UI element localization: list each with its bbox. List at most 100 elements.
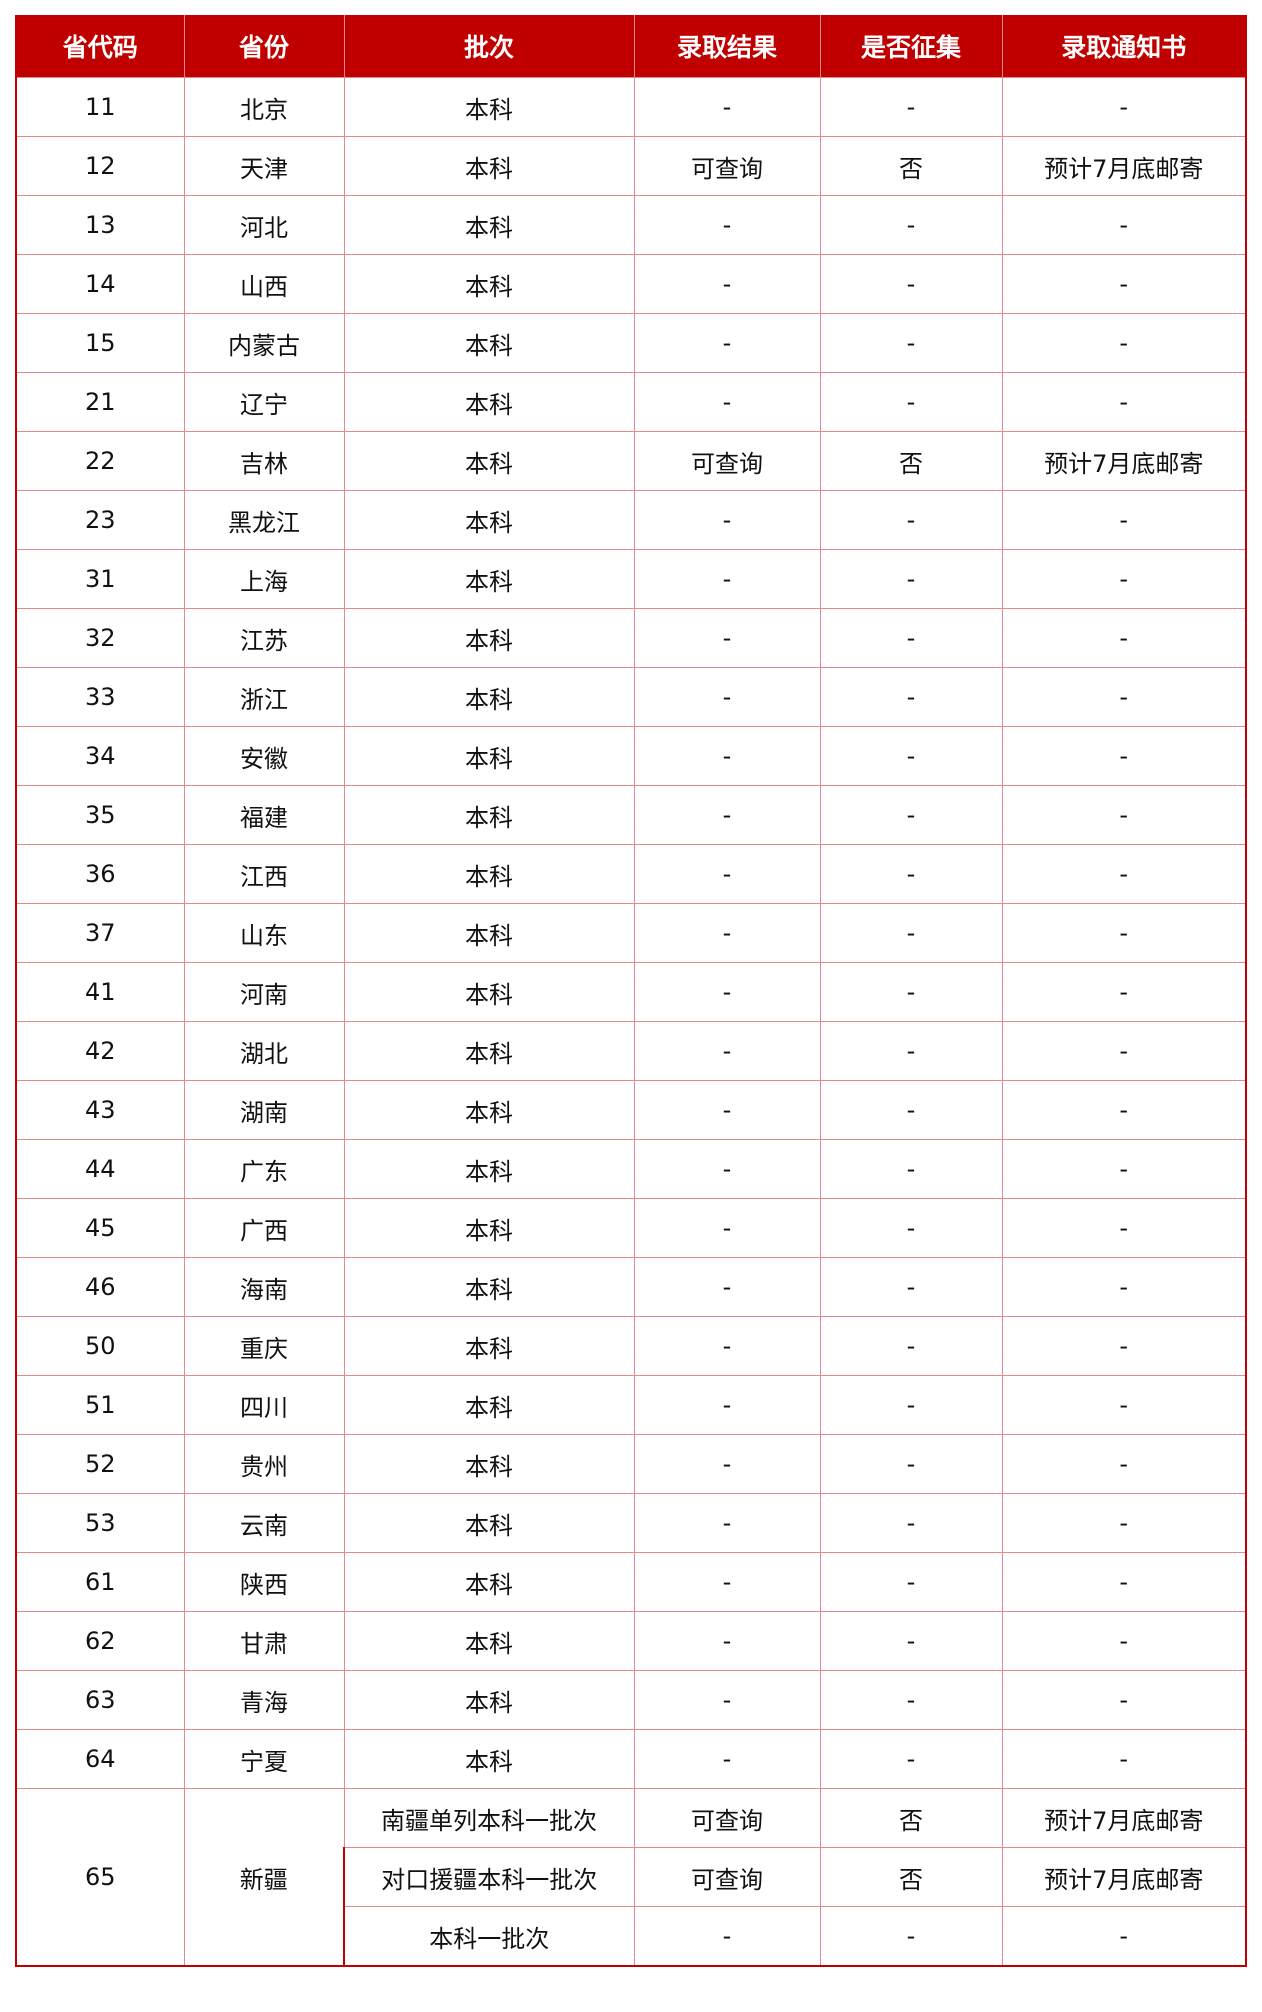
cell-batch: 本科 (343, 136, 635, 196)
cell-admission-result: - (633, 1375, 821, 1435)
cell-batch: 本科 (343, 372, 635, 432)
cell-province-code: 37 (15, 903, 185, 963)
cell-admission-result: - (633, 372, 821, 432)
cell-admission-letter: - (1001, 1729, 1247, 1789)
cell-supplementary: - (819, 549, 1003, 609)
cell-province: 宁夏 (183, 1729, 345, 1789)
cell-batch: 本科 (343, 726, 635, 786)
cell-province: 四川 (183, 1375, 345, 1435)
cell-batch: 南疆单列本科一批次 (343, 1788, 635, 1848)
cell-supplementary: - (819, 1611, 1003, 1671)
table-row: 51 四川 本科 - - - (15, 1375, 1247, 1435)
cell-supplementary: - (819, 1316, 1003, 1376)
cell-province-code: 65 (15, 1788, 185, 1967)
table-row: 14 山西 本科 - - - (15, 254, 1247, 314)
cell-admission-letter: - (1001, 1080, 1247, 1140)
cell-province: 江西 (183, 844, 345, 904)
cell-admission-letter: - (1001, 1021, 1247, 1081)
cell-province-code: 50 (15, 1316, 185, 1376)
cell-supplementary: - (819, 785, 1003, 845)
cell-admission-result: - (633, 1670, 821, 1730)
cell-admission-result: - (633, 1139, 821, 1199)
cell-province-code: 23 (15, 490, 185, 550)
cell-admission-result: - (633, 1493, 821, 1553)
cell-supplementary: - (819, 608, 1003, 668)
cell-batch: 本科 (343, 1493, 635, 1553)
cell-supplementary: - (819, 195, 1003, 255)
cell-province: 上海 (183, 549, 345, 609)
cell-admission-letter: - (1001, 1611, 1247, 1671)
cell-supplementary: 否 (819, 136, 1003, 196)
cell-province-code: 61 (15, 1552, 185, 1612)
cell-batch: 本科 (343, 785, 635, 845)
cell-province: 吉林 (183, 431, 345, 491)
cell-admission-letter: - (1001, 1375, 1247, 1435)
cell-supplementary: - (819, 1198, 1003, 1258)
cell-province: 湖北 (183, 1021, 345, 1081)
cell-admission-letter: - (1001, 1670, 1247, 1730)
table-row: 31 上海 本科 - - - (15, 549, 1247, 609)
cell-batch: 本科 (343, 667, 635, 727)
cell-province: 安徽 (183, 726, 345, 786)
cell-supplementary: - (819, 313, 1003, 373)
cell-province: 广西 (183, 1198, 345, 1258)
cell-province-code: 14 (15, 254, 185, 314)
cell-admission-result: - (633, 1080, 821, 1140)
cell-admission-result: - (633, 549, 821, 609)
cell-admission-result: - (633, 1611, 821, 1671)
cell-admission-result: - (633, 1021, 821, 1081)
cell-province-code: 32 (15, 608, 185, 668)
cell-admission-result: - (633, 608, 821, 668)
cell-province: 新疆 (183, 1788, 345, 1967)
cell-batch: 本科 (343, 1080, 635, 1140)
table-row: 44 广东 本科 - - - (15, 1139, 1247, 1199)
cell-batch: 本科 (343, 313, 635, 373)
admission-status-table: 省代码 省份 批次 录取结果 是否征集 录取通知书 11 北京 本科 - - -12 天津本… (15, 15, 1247, 1967)
cell-province-code: 22 (15, 431, 185, 491)
cell-supplementary: - (819, 1434, 1003, 1494)
cell-province: 广东 (183, 1139, 345, 1199)
cell-province-code: 64 (15, 1729, 185, 1789)
cell-province-code: 62 (15, 1611, 185, 1671)
table-row: 46 海南 本科 - - - (15, 1257, 1247, 1317)
cell-admission-result: - (633, 785, 821, 845)
cell-supplementary: - (819, 1906, 1003, 1967)
cell-admission-letter: - (1001, 608, 1247, 668)
table-body: 11 北京 本科 - - -12 天津 本科 可查询否预计7月底邮寄 13 河北 本科 - - -14 山西本… (15, 77, 1247, 1967)
cell-province: 山东 (183, 903, 345, 963)
cell-admission-result: 可查询 (633, 1788, 821, 1848)
cell-province: 江苏 (183, 608, 345, 668)
cell-admission-result: - (633, 1316, 821, 1376)
header-province-code: 省代码 (15, 15, 185, 78)
table-row: 63 青海 本科 - - - (15, 1670, 1247, 1730)
cell-admission-result: 可查询 (633, 431, 821, 491)
cell-admission-letter: - (1001, 903, 1247, 963)
cell-province: 青海 (183, 1670, 345, 1730)
cell-admission-letter: - (1001, 313, 1247, 373)
cell-supplementary: - (819, 844, 1003, 904)
cell-batch: 本科 (343, 903, 635, 963)
table-row: 13 河北 本科 - - - (15, 195, 1247, 255)
cell-admission-result: - (633, 962, 821, 1022)
cell-admission-letter: - (1001, 549, 1247, 609)
cell-province-code: 33 (15, 667, 185, 727)
table-row: 64 宁夏 本科 - - - (15, 1729, 1247, 1789)
cell-supplementary: - (819, 726, 1003, 786)
cell-supplementary: 否 (819, 1788, 1003, 1848)
table-row: 35 福建 本科 - - - (15, 785, 1247, 845)
cell-batch: 本科 (343, 1670, 635, 1730)
table-row: 45 广西 本科 - - - (15, 1198, 1247, 1258)
cell-province-code: 36 (15, 844, 185, 904)
header-admission-letter: 录取通知书 (1001, 15, 1247, 78)
header-supplementary: 是否征集 (819, 15, 1003, 78)
table-row: 15 内蒙古 本科 - - - (15, 313, 1247, 373)
cell-batch: 本科 (343, 1316, 635, 1376)
cell-province: 河南 (183, 962, 345, 1022)
cell-province-code: 53 (15, 1493, 185, 1553)
cell-batch: 本科 (343, 549, 635, 609)
cell-admission-result: - (633, 844, 821, 904)
cell-admission-letter: - (1001, 726, 1247, 786)
cell-batch: 本科 (343, 608, 635, 668)
cell-admission-letter: - (1001, 490, 1247, 550)
table-row: 23 黑龙江 本科 - - - (15, 490, 1247, 550)
